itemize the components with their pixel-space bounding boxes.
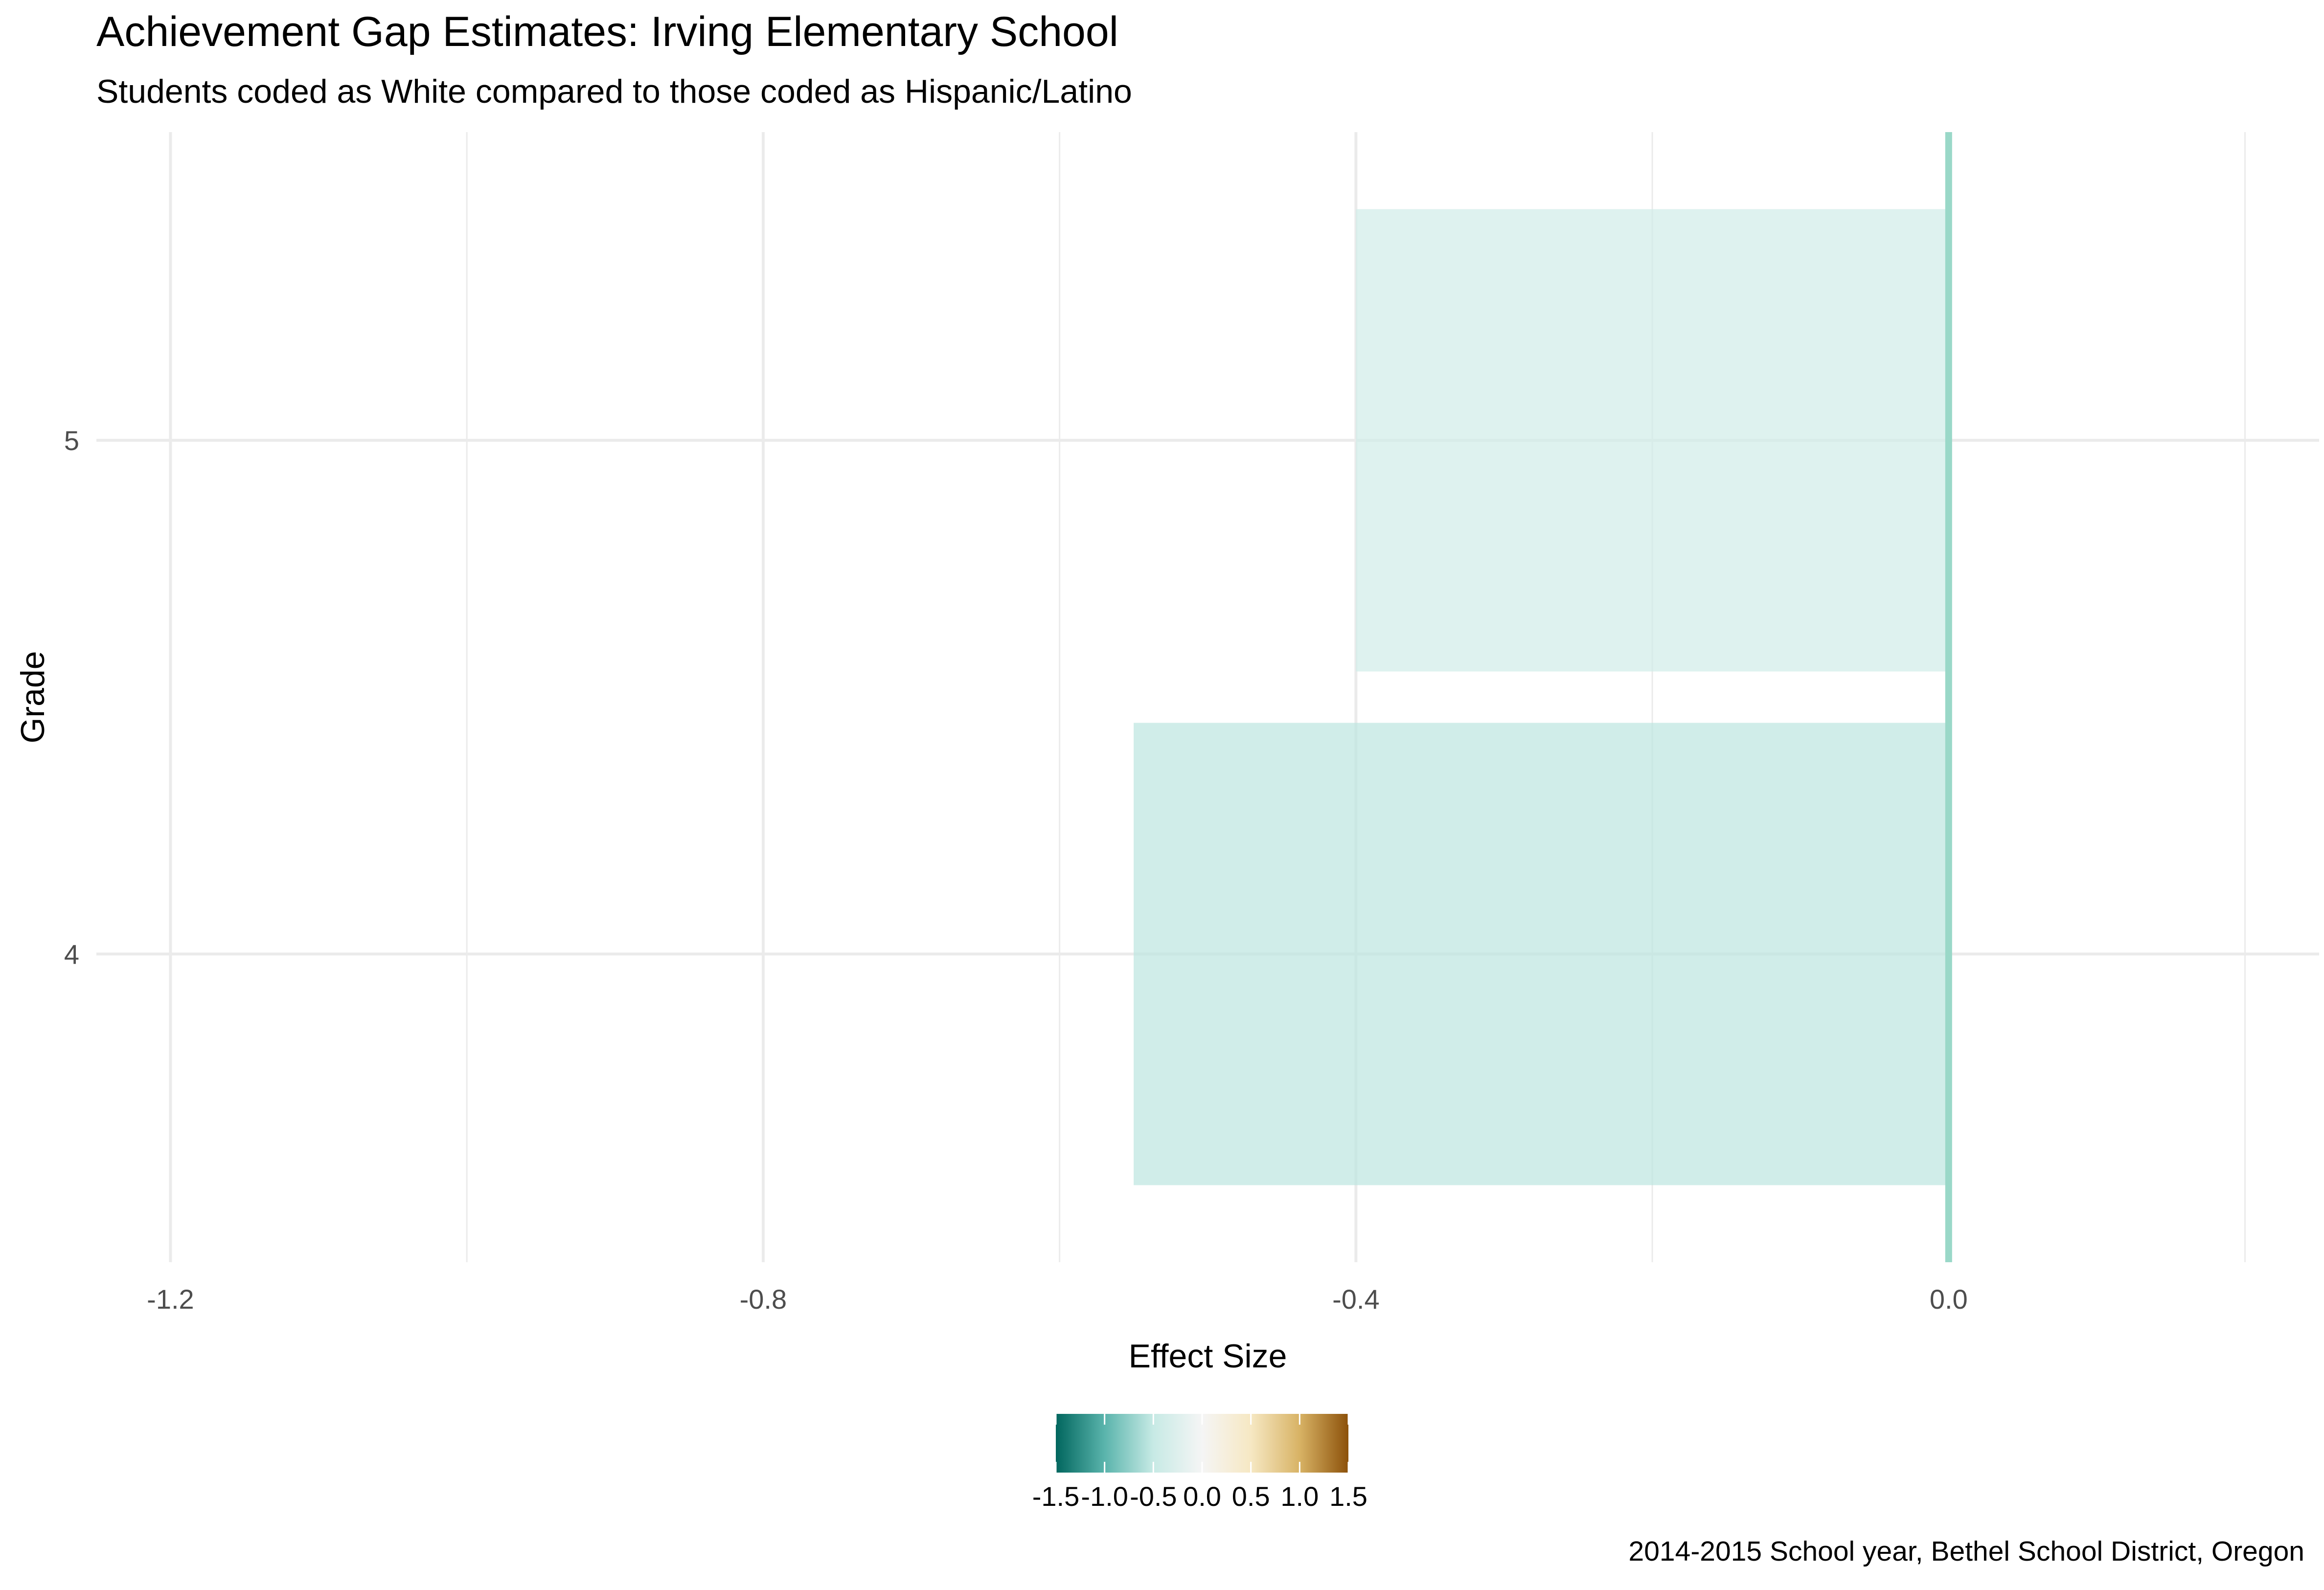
y-tick-label: 4 — [64, 939, 79, 970]
x-axis-title: Effect Size — [1129, 1338, 1287, 1375]
chart-subtitle: Students coded as White compared to thos… — [96, 73, 1132, 110]
x-tick-label: -0.4 — [1332, 1284, 1380, 1315]
bar-layer — [1134, 209, 1949, 1185]
y-tick-label: 5 — [64, 425, 79, 456]
bar-grade-4 — [1134, 723, 1949, 1185]
legend-tick-label: 0.5 — [1232, 1481, 1270, 1512]
chart-caption: 2014-2015 School year, Bethel School Dis… — [1628, 1536, 2304, 1567]
chart-title: Achievement Gap Estimates: Irving Elemen… — [96, 8, 1118, 55]
legend-layer: -1.5 -1.0 -0.5 0.0 0.5 1.0 1.5 — [1032, 1414, 1367, 1512]
x-tick-label: -1.2 — [147, 1284, 194, 1315]
bar-grade-5 — [1356, 209, 1949, 672]
axis-layer: -1.2 -0.8 -0.4 0.0 4 5 Effect Size Grade — [14, 425, 1968, 1375]
legend-tick-label: -1.0 — [1081, 1481, 1128, 1512]
legend-tick-label: -1.5 — [1032, 1481, 1080, 1512]
legend-tick-label: 1.5 — [1329, 1481, 1367, 1512]
y-axis-title: Grade — [14, 651, 51, 744]
legend-tick-label: 1.0 — [1280, 1481, 1319, 1512]
legend-tick-label: 0.0 — [1183, 1481, 1221, 1512]
x-tick-label: -0.8 — [740, 1284, 787, 1315]
legend-tick-label: -0.5 — [1130, 1481, 1177, 1512]
x-tick-label: 0.0 — [1930, 1284, 1968, 1315]
